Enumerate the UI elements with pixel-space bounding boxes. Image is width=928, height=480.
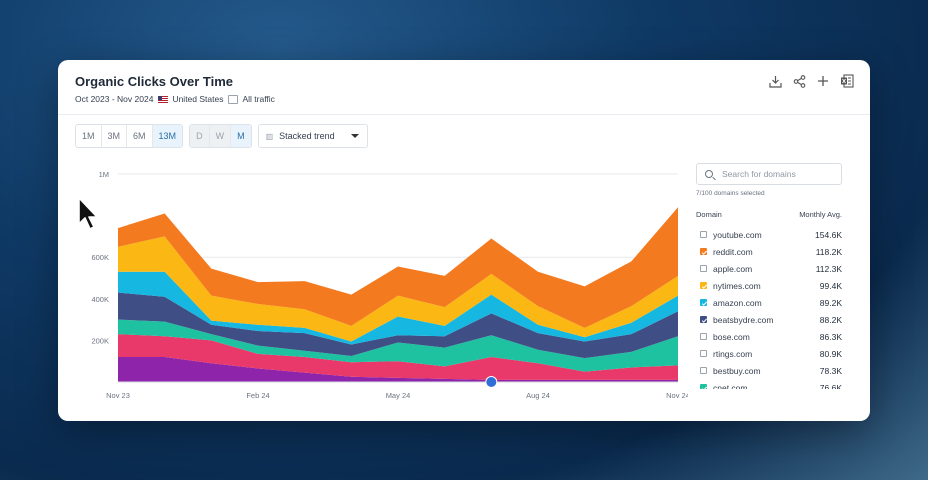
excel-icon[interactable] xyxy=(840,73,854,89)
domain-name: rtings.com xyxy=(713,348,753,359)
area-series-5[interactable] xyxy=(118,236,678,342)
domain-panel: 7/100 domains selected Domain Monthly Av… xyxy=(696,163,842,395)
range-button-6m[interactable]: 6M xyxy=(127,125,153,147)
y-tick-label: 600K xyxy=(91,253,109,262)
area-series-4[interactable] xyxy=(118,271,678,345)
domain-name: youtube.com xyxy=(713,229,762,240)
area-series-1[interactable] xyxy=(118,334,678,380)
domain-name: beatsbydre.com xyxy=(713,314,774,325)
domain-checkbox[interactable] xyxy=(700,367,707,374)
card-subtitle: Oct 2023 - Nov 2024 United States All tr… xyxy=(75,94,280,104)
card-header: Organic Clicks Over Time Oct 2023 - Nov … xyxy=(58,60,870,115)
domain-name: bose.com xyxy=(713,331,750,342)
range-button-1m[interactable]: 1M xyxy=(76,125,102,147)
domain-monthly-avg: 78.3K xyxy=(819,365,842,376)
domain-search[interactable] xyxy=(696,163,842,185)
range-button-13m[interactable]: 13M xyxy=(152,125,183,147)
chart-type-dropdown[interactable]: ▥ Stacked trend xyxy=(257,124,368,148)
stacked-area-chart: 200K 400K 600K 1M Nov 23 Feb 24 May 24 Aug 24 No… xyxy=(58,160,688,405)
x-tick-label: May 24 xyxy=(386,391,411,400)
x-tick-label: Nov 24 xyxy=(666,391,688,400)
domain-monthly-avg: 89.2K xyxy=(819,297,842,308)
mouse-pointer-icon xyxy=(78,197,98,230)
domain-monthly-avg: 118.2K xyxy=(815,246,842,257)
domain-checkbox[interactable] xyxy=(700,316,708,323)
domain-search-input[interactable] xyxy=(722,169,832,179)
domain-row[interactable]: rtings.com 80.9K xyxy=(696,345,842,362)
domain-checkbox[interactable] xyxy=(700,333,707,340)
domain-column-header[interactable]: Domain xyxy=(696,210,722,219)
area-series-6[interactable] xyxy=(118,207,678,328)
area-series-3[interactable] xyxy=(118,292,678,359)
domain-name: nytimes.com xyxy=(713,280,761,291)
domain-list: youtube.com 154.6K reddit.com 118.2K apple.c… xyxy=(696,226,842,389)
annotation-marker-icon[interactable] xyxy=(485,376,498,388)
x-tick-label: Aug 24 xyxy=(526,391,550,400)
domain-monthly-avg: 80.9K xyxy=(819,348,842,359)
domain-checkbox[interactable] xyxy=(700,265,707,272)
domain-checkbox[interactable] xyxy=(700,350,707,357)
domain-name: amazon.com xyxy=(713,297,762,308)
domain-monthly-avg: 154.6K xyxy=(815,229,842,240)
card-title: Organic Clicks Over Time xyxy=(75,74,233,89)
domain-list-header: Domain Monthly Avg. xyxy=(696,210,842,222)
x-tick-label: Feb 24 xyxy=(246,391,269,400)
traffic-label[interactable]: All traffic xyxy=(242,94,275,104)
granularity-button-w[interactable]: W xyxy=(209,125,232,147)
domain-name: cnet.com xyxy=(713,382,748,390)
domain-row[interactable]: bestbuy.com 78.3K xyxy=(696,362,842,379)
domain-checkbox[interactable] xyxy=(700,384,708,389)
domain-row[interactable]: youtube.com 154.6K xyxy=(696,226,842,243)
domain-name: bestbuy.com xyxy=(713,365,761,376)
domain-monthly-avg: 86.3K xyxy=(819,331,842,342)
domain-checkbox[interactable] xyxy=(700,231,707,238)
domain-checkbox[interactable] xyxy=(700,282,708,289)
domain-monthly-avg: 99.4K xyxy=(819,280,842,291)
us-flag-icon xyxy=(158,95,169,103)
y-tick-label: 1M xyxy=(99,170,109,179)
chart-type-label: Stacked trend xyxy=(279,131,335,141)
x-tick-label: Nov 23 xyxy=(106,391,130,400)
search-icon xyxy=(705,170,713,178)
domain-row[interactable]: reddit.com 118.2K xyxy=(696,243,842,260)
granularity-button-d[interactable]: D xyxy=(190,125,210,147)
range-button-3m[interactable]: 3M xyxy=(102,125,128,147)
domain-monthly-avg: 88.2K xyxy=(819,314,842,325)
range-selector: 1M 3M 6M 13M xyxy=(75,124,184,148)
caret-down-icon xyxy=(350,134,359,138)
devices-icon xyxy=(228,94,239,104)
domain-row[interactable]: amazon.com 89.2K xyxy=(696,294,842,311)
country-label[interactable]: United States xyxy=(172,94,224,104)
domain-name: apple.com xyxy=(713,263,753,274)
domain-monthly-avg: 76.6K xyxy=(819,382,842,390)
chart-type-icon: ▥ xyxy=(265,131,274,141)
granularity-button-m[interactable]: M xyxy=(231,125,251,147)
selected-count: 7/100 domains selected xyxy=(696,190,765,197)
domain-name: reddit.com xyxy=(713,246,753,257)
domain-monthly-avg: 112.3K xyxy=(815,263,842,274)
domain-row[interactable]: beatsbydre.com 88.2K xyxy=(696,311,842,328)
domain-checkbox[interactable] xyxy=(700,299,708,306)
domain-checkbox[interactable] xyxy=(700,248,708,255)
chart-card: Organic Clicks Over Time Oct 2023 - Nov … xyxy=(58,60,870,421)
download-icon[interactable] xyxy=(768,73,782,89)
y-tick-label: 400K xyxy=(91,295,109,304)
domain-row[interactable]: nytimes.com 99.4K xyxy=(696,277,842,294)
avg-column-header[interactable]: Monthly Avg. xyxy=(799,210,842,219)
area-series-2[interactable] xyxy=(118,319,678,372)
chart-svg: 200K 400K 600K 1M Nov 23 Feb 24 May 24 Aug 24 No… xyxy=(91,170,688,400)
share-icon[interactable] xyxy=(792,73,806,89)
plus-icon[interactable] xyxy=(816,73,830,89)
domain-row[interactable]: bose.com 86.3K xyxy=(696,328,842,345)
header-actions xyxy=(768,73,854,89)
area-series-0[interactable] xyxy=(118,357,678,382)
domain-row[interactable]: apple.com 112.3K xyxy=(696,260,842,277)
domain-row[interactable]: cnet.com 76.6K xyxy=(696,379,842,389)
date-range[interactable]: Oct 2023 - Nov 2024 xyxy=(75,94,154,104)
y-tick-label: 200K xyxy=(91,336,109,345)
